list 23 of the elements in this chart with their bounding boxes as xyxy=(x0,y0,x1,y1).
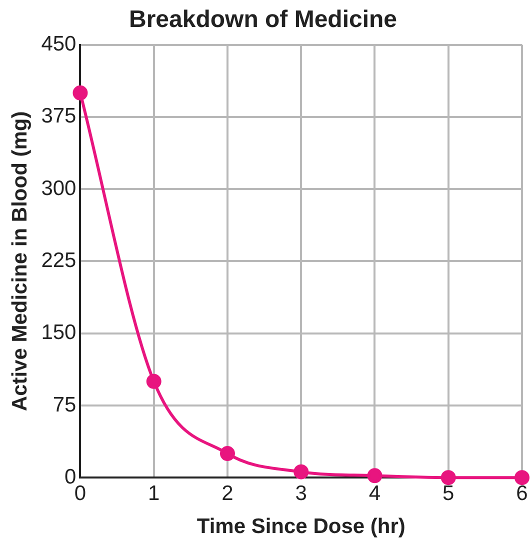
x-tick-label: 6 xyxy=(516,482,528,505)
point xyxy=(367,468,382,484)
point xyxy=(514,470,530,486)
y-axis-title: Active Medicine in Blood (mg) xyxy=(8,111,32,412)
y-tick-label: 300 xyxy=(41,176,76,200)
x-tick-label: 3 xyxy=(295,482,307,505)
point xyxy=(146,374,162,389)
y-tick-label: 450 xyxy=(41,32,76,56)
point xyxy=(72,85,88,100)
x-axis-title: Time Since Dose (hr) xyxy=(196,515,406,538)
point xyxy=(220,446,235,462)
chart-title: Breakdown of Medicine xyxy=(128,6,398,34)
x-tick-label: 1 xyxy=(148,482,160,505)
x-tick-label: 2 xyxy=(222,482,234,505)
y-tick-label: 225 xyxy=(41,248,76,272)
y-tick-label: 75 xyxy=(52,393,76,416)
x-tick-label: 4 xyxy=(368,482,381,505)
x-tick-label: 5 xyxy=(442,482,454,505)
point xyxy=(294,464,309,480)
y-tick-label: 150 xyxy=(41,321,76,344)
y-tick-label: 375 xyxy=(41,104,76,128)
y-tick-label: 0 xyxy=(64,465,76,488)
point xyxy=(440,470,456,486)
